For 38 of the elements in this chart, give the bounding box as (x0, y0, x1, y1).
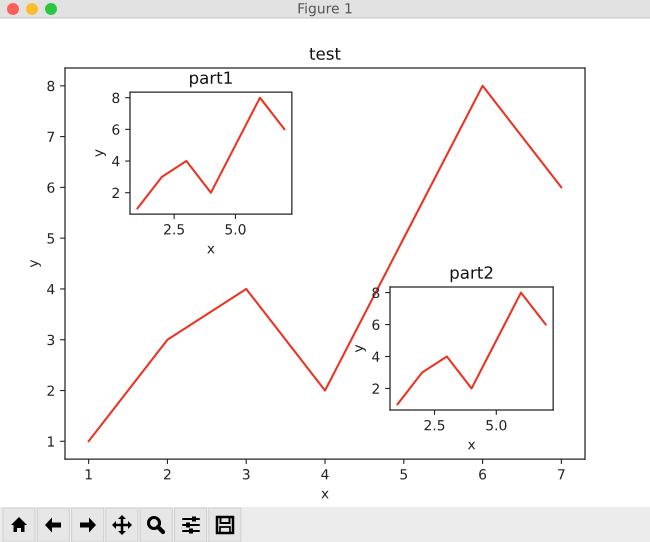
chart-title: test (309, 48, 341, 60)
y-tick-label: 7 (48, 132, 54, 142)
y-tick-label: 4 (112, 156, 120, 166)
y-tick-label: 2 (112, 188, 119, 198)
x-tick-label: 1 (86, 469, 92, 480)
x-axis-title: x (468, 442, 476, 450)
line-series (396, 292, 547, 406)
y-tick-label: 3 (48, 334, 54, 346)
x-axis-title: x (321, 490, 329, 498)
x-tick-label: 7 (558, 469, 565, 480)
y-tick-label: 2 (372, 383, 379, 394)
line-series (136, 96, 286, 210)
y-tick-label: 6 (372, 320, 380, 330)
x-tick-label: 3 (242, 469, 250, 480)
y-tick-label: 6 (47, 182, 54, 193)
x-tick-label: 2 (164, 469, 170, 480)
x-tick-label: 5.0 (486, 420, 506, 430)
x-tick-label: 2.5 (164, 224, 184, 235)
y-tick-label: 4 (47, 284, 54, 294)
chart-title: part2 (450, 266, 492, 282)
chart-title: part1 (190, 72, 232, 88)
y-tick-label: 4 (372, 352, 380, 362)
caption: Figure 1 (298, 2, 352, 16)
y-axis-title: y (95, 149, 106, 157)
x-axis-title: x (207, 246, 215, 254)
x-tick-label: 6 (479, 469, 486, 480)
y-tick-label: 5 (48, 233, 54, 244)
x-tick-label: 5.0 (225, 224, 246, 235)
y-axis-title: y (30, 260, 41, 268)
y-tick-label: 8 (47, 80, 54, 92)
y-axis-title: y (355, 344, 366, 352)
y-tick-label: 8 (112, 92, 120, 104)
x-tick-label: 4 (321, 469, 329, 480)
y-tick-label: 2 (47, 385, 54, 396)
x-tick-label: 5 (400, 469, 407, 480)
y-tick-label: 6 (112, 124, 120, 135)
y-tick-label: 1 (48, 436, 54, 447)
x-tick-label: 2.5 (424, 420, 444, 430)
